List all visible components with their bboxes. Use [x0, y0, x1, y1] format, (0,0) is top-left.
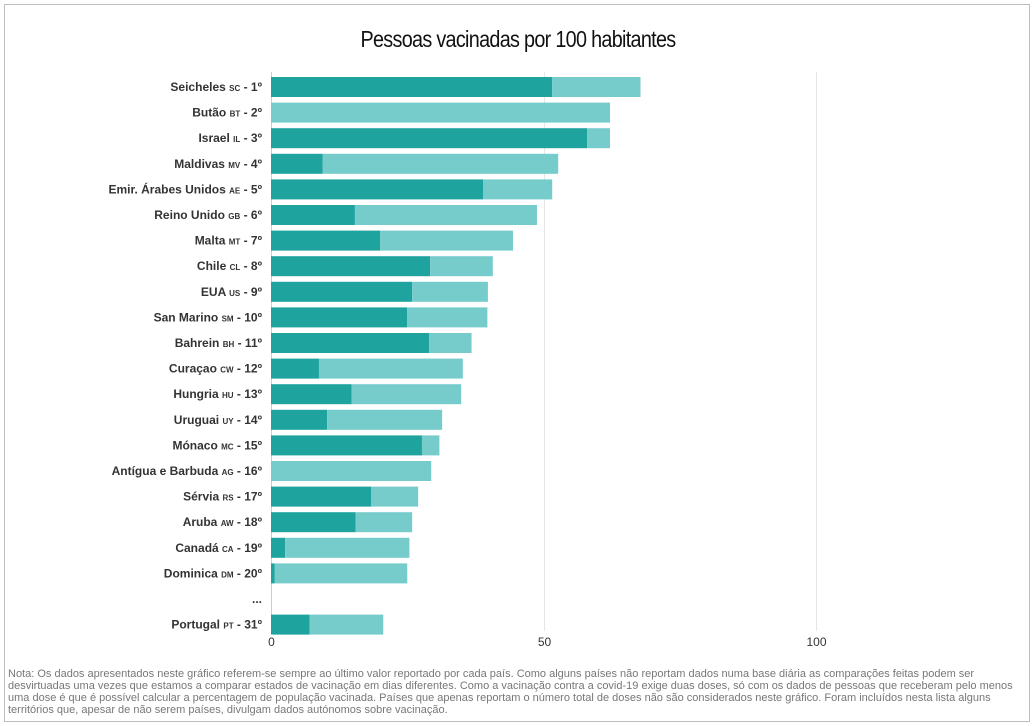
bar-label: Reino Unido GB - 6º [154, 208, 262, 222]
bar-label: Emir. Árabes Unidos AE - 5º [108, 181, 262, 196]
bar-segment-partial [355, 512, 413, 533]
bar-label: Antígua e Barbuda AG - 16º [112, 464, 263, 478]
footnote: Nota: Os dados apresentados neste gráfic… [8, 668, 1013, 716]
bar-label: Canadá CA - 19º [175, 541, 262, 555]
bar-segment-partial [412, 281, 488, 302]
bar-segment-full [271, 537, 286, 558]
bar-segment-full [271, 512, 356, 533]
bar-segment-full [271, 333, 430, 353]
bar-label: Dominica DM - 20º [164, 566, 263, 580]
bar-label: Uruguai UY - 14º [174, 413, 263, 427]
bar-label: Portugal PT - 31º [171, 618, 262, 632]
bar-label: Sérvia RS - 17º [183, 490, 263, 504]
bar-segment-partial [354, 205, 537, 225]
bar-segment-partial [429, 333, 472, 353]
bar-segment-full [271, 281, 413, 302]
chart-frame [4, 4, 1030, 722]
bar-label: Israel IL - 3º [198, 131, 262, 145]
bar-segment-full [271, 179, 484, 200]
bar-segment-partial [285, 537, 410, 558]
bar-label: Maldivas MV - 4º [174, 157, 262, 171]
bar-segment-full [271, 486, 372, 507]
bar-segment-full [271, 614, 310, 635]
bar-segment-full [271, 153, 323, 174]
bar-label: San Marino SM - 10º [154, 310, 263, 324]
bar-segment-partial [274, 563, 408, 584]
bar-segment-full [271, 77, 553, 97]
bar-segment-partial [309, 614, 384, 635]
bar-segment-full [271, 205, 355, 225]
bar-label: Bahrein BH - 11º [175, 336, 263, 350]
bar-segment-full [271, 358, 319, 379]
bar-label: Seicheles SC - 1º [170, 80, 262, 94]
bar-segment-full [271, 435, 422, 456]
bar-segment-full [271, 128, 588, 149]
bar-segment-full [271, 307, 408, 328]
bar-segment-full [271, 384, 352, 405]
x-tick-label: 100 [806, 635, 826, 649]
bar-segment-partial [407, 307, 488, 328]
bar-segment-partial [318, 358, 463, 379]
bar-segment-partial [430, 256, 493, 277]
bar-label: Malta MT - 7º [195, 234, 263, 248]
bar-segment-partial [483, 179, 553, 200]
bar-chart: 0 50 100 Seicheles SC - 1º Butão BT - 2º Isra… [108, 72, 827, 649]
bar-segment-full [271, 409, 328, 430]
bar-segment-partial [552, 77, 641, 97]
chart-title: Pessoas vacinadas por 100 habitantes [360, 26, 676, 52]
bar-label: ... [252, 592, 262, 606]
bar-label: Curaçao CW - 12º [169, 362, 263, 376]
bar-segment-partial [327, 409, 443, 430]
bar-label: EUA US - 9º [201, 285, 263, 299]
bar-segment-partial [271, 102, 610, 123]
x-tick-label: 50 [538, 635, 552, 649]
bar-segment-partial [587, 128, 610, 149]
bar-label: Chile CL - 8º [197, 259, 263, 273]
bar-segment-partial [271, 461, 432, 481]
bar-segment-partial [421, 435, 440, 456]
bar-segment-partial [371, 486, 419, 507]
bar-segment-partial [351, 384, 462, 405]
bar-segment-partial [380, 230, 513, 251]
x-tick-label: 0 [268, 635, 275, 649]
bar-label: Mónaco MC - 15º [172, 438, 262, 452]
bar-segment-full [271, 230, 380, 251]
bar-segment-partial [322, 153, 559, 174]
bar-segment-full [271, 563, 275, 584]
bar-label: Butão BT - 2º [192, 106, 262, 120]
bar-segment-full [271, 256, 431, 277]
bar-label: Hungria HU - 13º [173, 387, 262, 401]
bar-label: Aruba AW - 18º [183, 515, 263, 529]
